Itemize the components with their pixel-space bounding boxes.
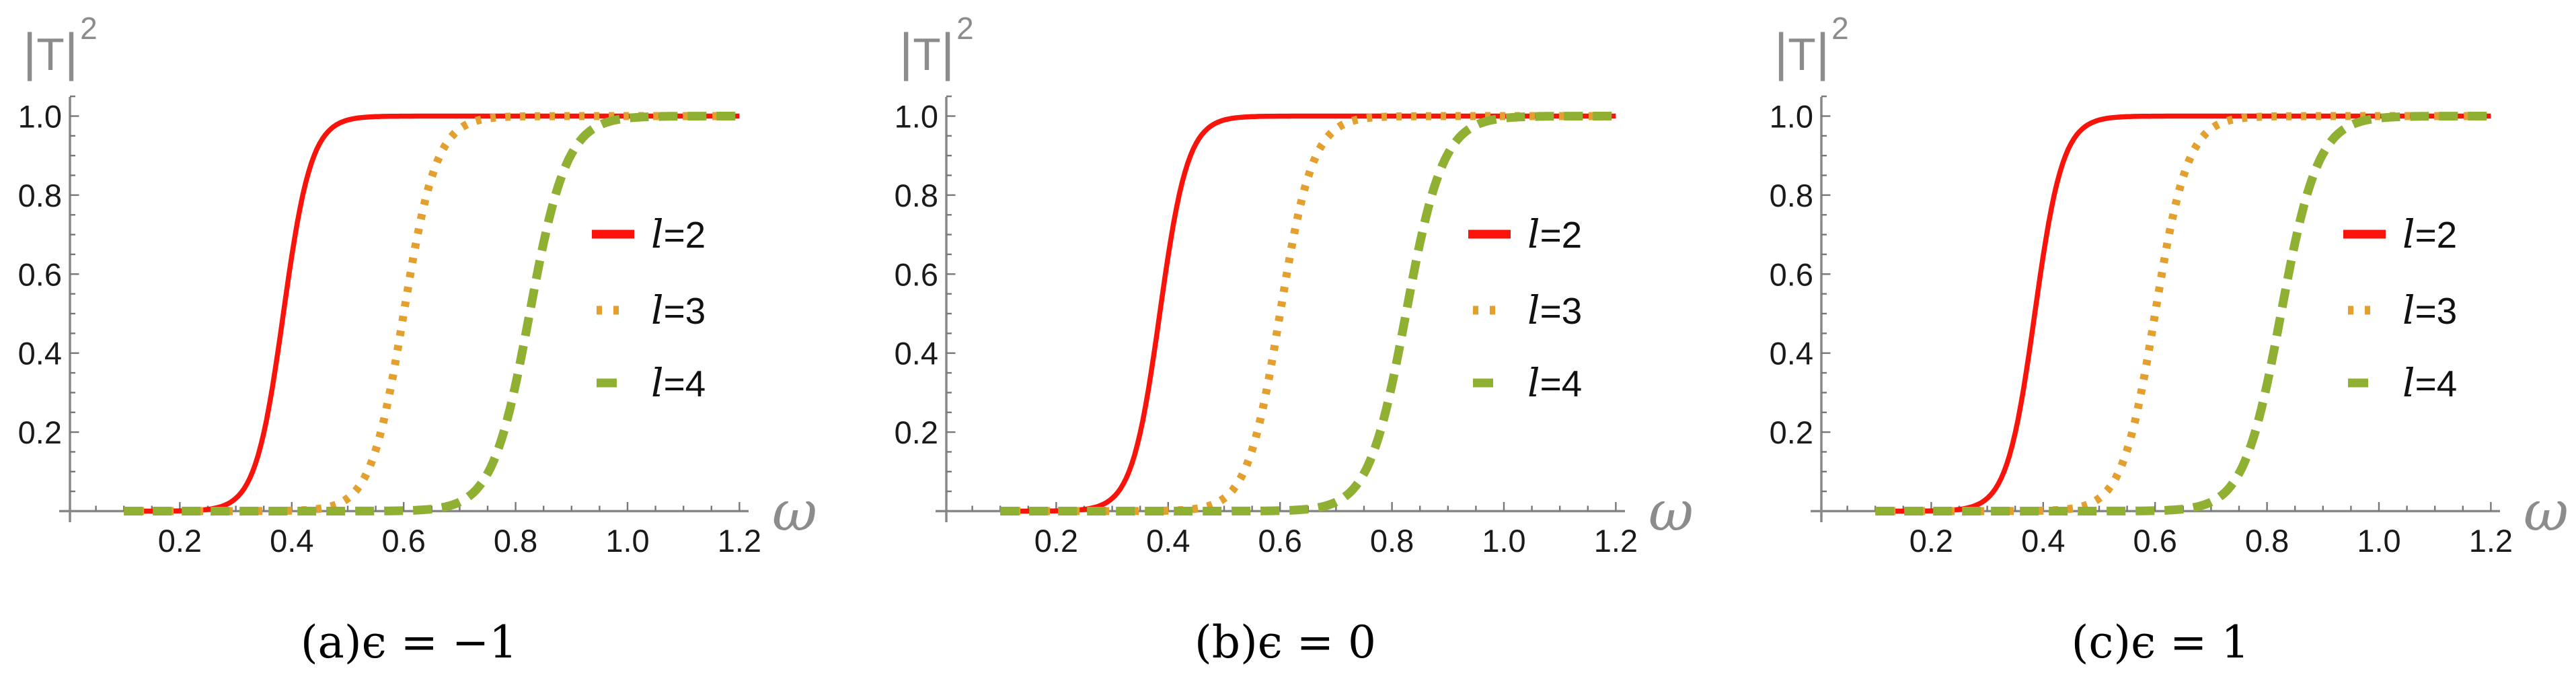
x-tick-label: 0.2 xyxy=(158,523,202,559)
legend: l=2 l=3 l=4 xyxy=(2343,211,2457,406)
curve-l3 xyxy=(999,112,1618,515)
y-tick-label: 0.8 xyxy=(18,178,62,213)
x-tick-label: 0.4 xyxy=(1146,523,1190,559)
x-tick-label: 0.2 xyxy=(1909,523,1953,559)
x-tick-label: 0.8 xyxy=(2245,523,2289,559)
y-tick-label: 0.8 xyxy=(1770,178,1813,213)
x-tick-label: 0.6 xyxy=(382,523,426,559)
x-tick-labels: 0.2 0.4 0.6 0.8 1.0 1.2 xyxy=(1909,523,2513,559)
x-tick-label: 1.2 xyxy=(2469,523,2513,559)
curve-l4 xyxy=(122,112,741,515)
y-tick-label: 1.0 xyxy=(895,99,938,135)
panel-a: 0.2 0.4 0.6 0.8 1.0 1.20.20.40.60.81.0l=2l=3l… xyxy=(18,11,817,559)
legend-label: l=3 xyxy=(651,287,706,333)
x-ticks xyxy=(971,502,1617,511)
legend-label: l=2 xyxy=(1527,211,1582,257)
panel-caption-c: (c)ϵ = 1 xyxy=(2071,616,2250,668)
y-ticks xyxy=(70,95,79,493)
y-tick-label: 0.6 xyxy=(895,256,938,292)
x-tick-labels: 0.2 0.4 0.6 0.8 1.0 1.2 xyxy=(1034,523,1638,559)
x-tick-label: 0.8 xyxy=(1370,523,1414,559)
x-axis-label: ω xyxy=(1649,480,1694,544)
panel-caption-b: (b)ϵ = 0 xyxy=(1195,616,1376,668)
x-tick-label: 1.0 xyxy=(605,523,649,559)
y-tick-label: 0.2 xyxy=(18,415,62,450)
curves xyxy=(1873,112,2493,515)
x-tick-label: 0.6 xyxy=(1258,523,1302,559)
x-axis-label: ω xyxy=(772,480,817,544)
y-tick-labels: 0.2 0.4 0.6 0.8 1.0 xyxy=(1770,99,1813,451)
y-tick-labels: 0.2 0.4 0.6 0.8 1.0 xyxy=(895,99,938,451)
panel-b: 0.2 0.4 0.6 0.8 1.0 1.20.20.40.60.81.0l=2l=3l… xyxy=(895,11,1694,559)
legend-label: l=3 xyxy=(2402,287,2457,333)
legend-label: l=4 xyxy=(1527,360,1582,406)
curve-l3 xyxy=(1874,112,2493,515)
x-tick-label: 1.0 xyxy=(1482,523,1525,559)
panel-caption-a: (a)ϵ = −1 xyxy=(300,616,518,668)
y-axis-label: |T|2 xyxy=(1774,11,1849,81)
x-tick-label: 0.2 xyxy=(1034,523,1078,559)
x-axis-label: ω xyxy=(2524,480,2569,544)
curve-l4 xyxy=(1873,112,2493,515)
x-tick-label: 1.0 xyxy=(2357,523,2400,559)
legend-label: l=4 xyxy=(2402,360,2457,406)
y-tick-label: 0.2 xyxy=(1770,415,1813,450)
panel-c: 0.2 0.4 0.6 0.8 1.0 1.20.20.40.60.81.0l=2l=3l… xyxy=(1770,11,2569,559)
x-tick-label: 1.2 xyxy=(718,523,761,559)
legend-label: l=2 xyxy=(2402,211,2457,257)
x-tick-labels: 0.2 0.4 0.6 0.8 1.0 1.2 xyxy=(158,523,761,559)
legend: l=2 l=3 l=4 xyxy=(592,211,706,406)
y-tick-label: 0.6 xyxy=(1770,256,1813,292)
y-tick-label: 0.4 xyxy=(18,336,62,371)
y-tick-label: 0.4 xyxy=(1770,336,1813,371)
legend-label: l=2 xyxy=(651,211,706,257)
curves xyxy=(122,112,741,515)
y-tick-label: 0.4 xyxy=(895,336,938,371)
x-tick-label: 0.6 xyxy=(2133,523,2177,559)
x-tick-label: 1.2 xyxy=(1594,523,1638,559)
y-tick-labels: 0.2 0.4 0.6 0.8 1.0 xyxy=(18,99,62,451)
y-axis-label: |T|2 xyxy=(899,11,974,81)
curve-l3 xyxy=(122,112,741,515)
y-ticks xyxy=(946,95,956,493)
y-tick-label: 0.6 xyxy=(18,256,62,292)
legend-label: l=3 xyxy=(1527,287,1582,333)
x-tick-label: 0.4 xyxy=(2021,523,2065,559)
y-tick-label: 0.8 xyxy=(895,178,938,213)
legend-label: l=4 xyxy=(651,360,706,406)
curves xyxy=(998,112,1618,515)
y-axis-label: |T|2 xyxy=(23,11,98,81)
y-ticks xyxy=(1821,95,1831,493)
x-tick-label: 0.4 xyxy=(270,523,313,559)
plots-canvas: 0.2 0.4 0.6 0.8 1.0 1.20.20.40.60.81.0l=2l=3l… xyxy=(18,11,2569,559)
y-tick-label: 1.0 xyxy=(18,99,62,135)
y-tick-label: 0.2 xyxy=(895,415,938,450)
y-tick-label: 1.0 xyxy=(1770,99,1813,135)
legend: l=2 l=3 l=4 xyxy=(1468,211,1582,406)
curve-l4 xyxy=(998,112,1618,515)
x-tick-label: 0.8 xyxy=(494,523,537,559)
